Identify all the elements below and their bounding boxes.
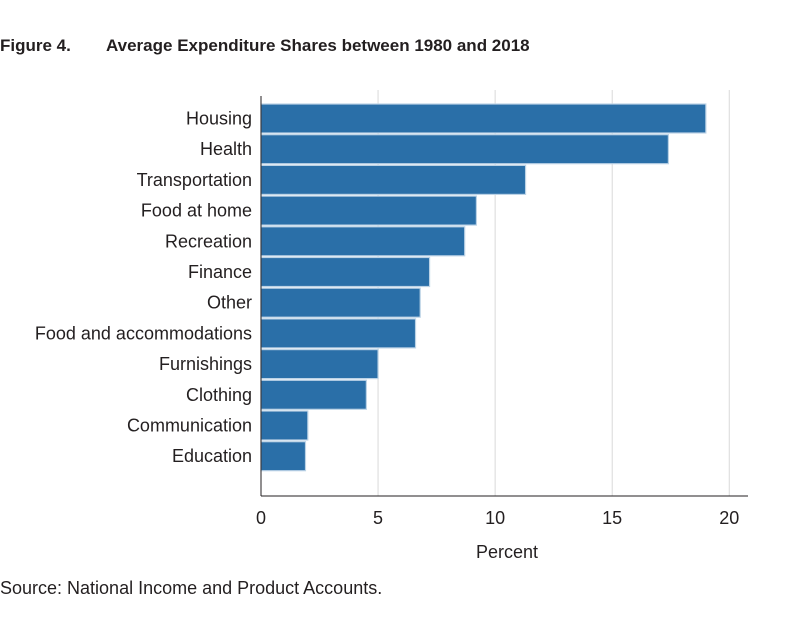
bar bbox=[260, 226, 466, 257]
x-tick-label: 5 bbox=[373, 508, 383, 528]
category-labels: Housing Health Transportation Food at home R… bbox=[35, 109, 252, 467]
figure-number: Figure 4. bbox=[0, 36, 71, 55]
figure-title-text: Average Expenditure Shares between 1980 … bbox=[106, 36, 530, 55]
bar bbox=[260, 134, 669, 165]
source-note: Source: National Income and Product Acco… bbox=[0, 578, 383, 598]
x-tick-label: 15 bbox=[602, 508, 622, 528]
bar bbox=[260, 256, 431, 288]
category-label: Health bbox=[200, 139, 252, 159]
category-label: Food and accommodations bbox=[35, 323, 252, 343]
category-label: Housing bbox=[186, 109, 252, 129]
bar bbox=[260, 103, 707, 134]
x-tick-labels: 0 5 10 15 20 bbox=[256, 508, 739, 528]
category-label: Transportation bbox=[137, 170, 252, 190]
bar bbox=[260, 410, 309, 441]
bars bbox=[260, 103, 707, 472]
bar bbox=[260, 318, 417, 349]
x-tick-label: 10 bbox=[485, 508, 505, 528]
category-label: Finance bbox=[188, 262, 252, 282]
bar bbox=[260, 195, 478, 226]
category-label: Food at home bbox=[141, 201, 252, 221]
axes bbox=[260, 96, 748, 497]
category-label: Communication bbox=[127, 416, 252, 436]
bar bbox=[260, 164, 527, 195]
bar bbox=[260, 287, 421, 318]
x-tick-label: 20 bbox=[719, 508, 739, 528]
category-label: Clothing bbox=[186, 385, 252, 405]
category-label: Education bbox=[172, 446, 252, 466]
category-label: Recreation bbox=[165, 231, 252, 251]
bar-chart: Housing Health Transportation Food at home R… bbox=[35, 90, 748, 562]
x-axis-label: Percent bbox=[476, 542, 538, 562]
category-label: Other bbox=[207, 293, 252, 313]
figure-title: Figure 4. Average Expenditure Shares betw… bbox=[0, 36, 530, 56]
bar bbox=[260, 379, 367, 410]
bar bbox=[260, 349, 379, 380]
category-label: Furnishings bbox=[159, 354, 252, 374]
x-tick-label: 0 bbox=[256, 508, 266, 528]
bar bbox=[260, 441, 307, 472]
